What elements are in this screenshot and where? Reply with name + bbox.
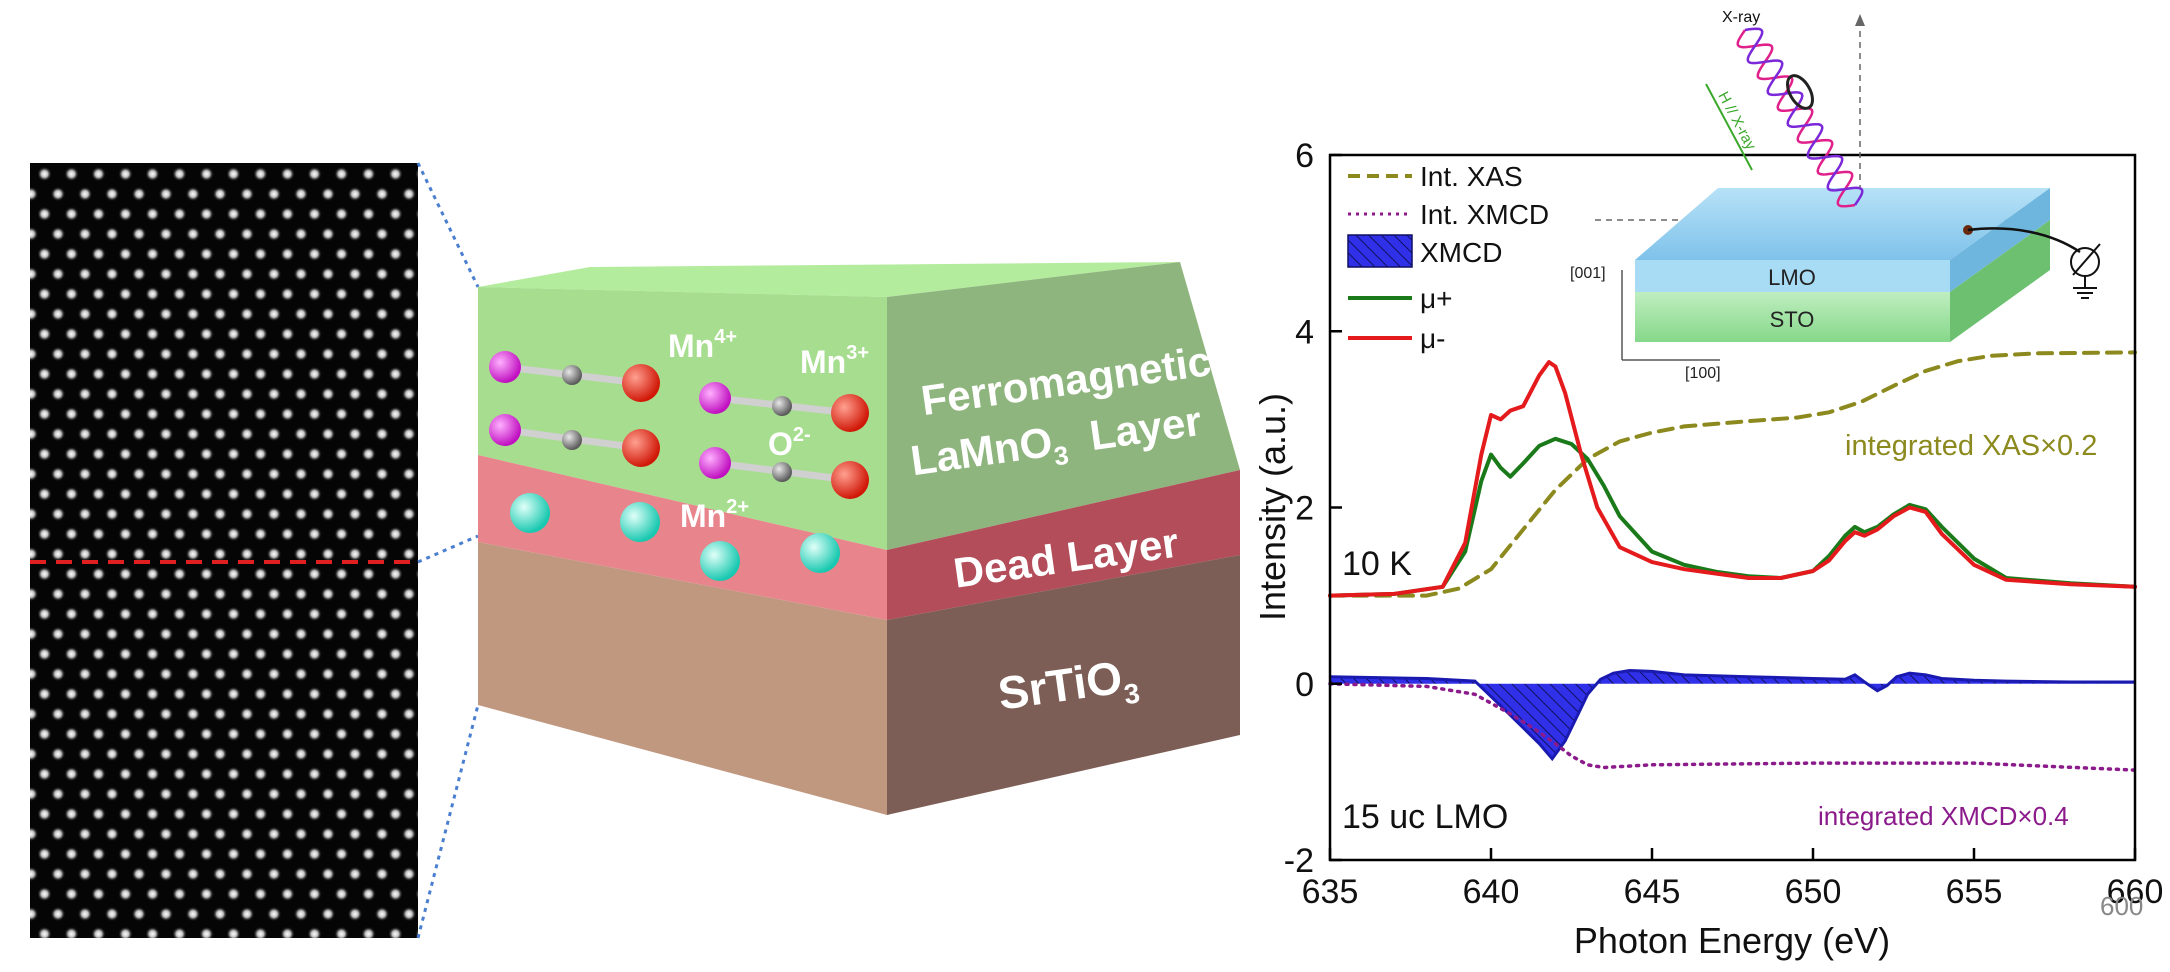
mn4-ion [699, 447, 731, 479]
ferromagnetic-layer-front [478, 287, 887, 550]
zoom-connectors [416, 162, 480, 939]
mn2-label: Mn2+ [680, 496, 749, 534]
plot-area [1328, 350, 2137, 772]
h-field-arrow [1705, 83, 1753, 171]
mn4-ion [489, 351, 521, 383]
series-xmcd-area [1330, 670, 2135, 759]
integrated-xmcd-annotation: integrated XMCD×0.4 [1818, 801, 2069, 831]
connector-middle [417, 534, 479, 564]
drain-wire [1967, 227, 2081, 254]
xray-label: X-ray [1722, 9, 1760, 26]
x-tick-label: 660 [2107, 873, 2164, 911]
srtio3-layer-front [478, 542, 887, 815]
sto-label: STO [1770, 307, 1815, 332]
x-tick-label: 655 [1946, 873, 2003, 911]
xray-helix [1744, 27, 1864, 206]
integrated-xas-annotation: integrated XAS×0.2 [1845, 430, 2097, 462]
circular-polarization-arc [1786, 74, 1814, 110]
xas-xmcd-chart: 635 640 645 650 655 660 -2 0 2 4 6 Photon Energy … [1252, 137, 2163, 961]
oxygen-ion [562, 430, 582, 450]
series-line-mu-minus [1328, 360, 2137, 598]
connector-top [416, 162, 480, 288]
mn2-ion [800, 533, 840, 573]
x-tick-label: 635 [1302, 873, 1359, 911]
dead-layer-front [478, 455, 887, 620]
x-tick-label: 650 [1785, 873, 1842, 911]
sto-front [1635, 292, 1950, 342]
x-tick-label: 645 [1624, 873, 1681, 911]
measurement-geometry-inset: LMO STO [001] [100] X-ray H // X-ray [1570, 9, 2101, 382]
lmo-top-face [1635, 188, 2050, 260]
ferromagnetic-layer-side [887, 262, 1240, 550]
mn3-ion [622, 429, 660, 467]
y-tick-label: 2 [1295, 490, 1314, 528]
mn3-ion [622, 364, 660, 402]
series-xmcd-line [1329, 668, 2135, 762]
mn2-ion [700, 541, 740, 581]
series-line-mu-plus [1328, 436, 2137, 598]
stem-atom-lattice [30, 163, 418, 938]
lmo-label: LMO [1768, 265, 1816, 290]
y-tick-label: 4 [1295, 313, 1314, 351]
mn2-ion [620, 502, 660, 542]
block-top-face [478, 262, 1180, 297]
x-ticks: 635 640 645 650 655 660 [1302, 848, 2164, 911]
stray-label: 600 [2100, 891, 2143, 921]
temperature-annotation: 10 K [1342, 545, 1412, 583]
mn4-label: Mn4+ [668, 326, 737, 364]
mn2-ion [510, 493, 550, 533]
dead-layer-side [887, 470, 1240, 620]
y-tick-label: 0 [1295, 666, 1314, 704]
axis-100-label: [100] [1685, 365, 1721, 382]
connector-bottom [416, 704, 480, 939]
axis-001-label: [001] [1570, 265, 1606, 282]
legend-swatch-xmcd [1347, 234, 1413, 268]
series-line-int-xas [1328, 350, 2137, 598]
lmo-front [1635, 260, 1950, 292]
y-tick-label: 6 [1295, 137, 1314, 175]
oxygen-ion [772, 462, 792, 482]
xray-beam [1736, 27, 1864, 208]
xray-helix [1736, 29, 1856, 208]
y-tick-label: -2 [1284, 842, 1314, 880]
mn4-ion [699, 382, 731, 414]
layer-block-diagram: Mn4+ Mn3+ O2- Mn2+ Ferromagnetic LaMnO3 L… [478, 262, 1240, 815]
mn4-ion [489, 414, 521, 446]
legend-label-int-xas: Int. XAS [1420, 161, 1523, 192]
legend: Int. XAS Int. XMCD XMCD μ+ μ- [1347, 161, 1549, 354]
mn3-ion [831, 394, 869, 432]
sto-side [1950, 220, 2050, 342]
sample-annotation: 15 uc LMO [1342, 798, 1508, 836]
o2-label: O2- [768, 424, 811, 462]
normal-arrowhead [1855, 14, 1865, 26]
stem-image-panel [30, 163, 418, 938]
legend-label-mu-plus: μ+ [1420, 283, 1452, 314]
ammeter-needle [2072, 243, 2101, 276]
y-axis-label: Intensity (a.u.) [1252, 393, 1293, 621]
y-ticks: -2 0 2 4 6 [1284, 137, 1342, 880]
legend-label-xmcd: XMCD [1420, 237, 1502, 268]
x-axis-label: Photon Energy (eV) [1574, 920, 1890, 961]
srtio3-layer-side [887, 555, 1240, 815]
series-line-int-xmcd [1328, 682, 2137, 772]
oxygen-ion [772, 396, 792, 416]
legend-label-mu-minus: μ- [1420, 323, 1445, 354]
lmo-side [1950, 188, 2050, 292]
legend-label-int-xmcd: Int. XMCD [1420, 199, 1549, 230]
x-tick-label: 640 [1463, 873, 1520, 911]
oxygen-ion [562, 365, 582, 385]
mn3-label: Mn3+ [800, 342, 869, 380]
mn3-ion [831, 461, 869, 499]
